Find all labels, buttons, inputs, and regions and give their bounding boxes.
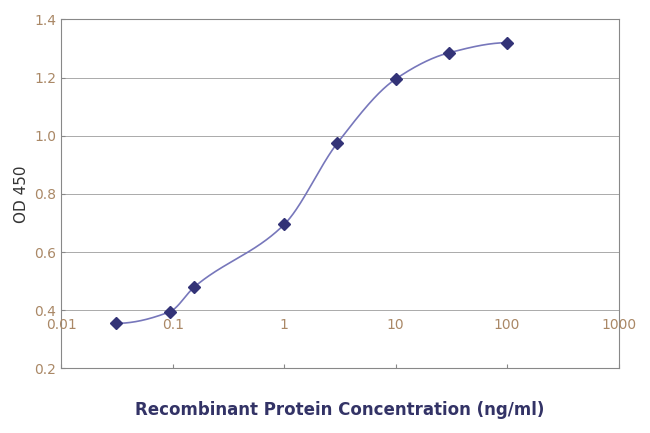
Y-axis label: OD 450: OD 450 (14, 165, 29, 223)
Text: 10: 10 (387, 318, 404, 332)
Text: 100: 100 (494, 318, 520, 332)
Text: 1000: 1000 (601, 318, 636, 332)
Text: 0.01: 0.01 (46, 318, 77, 332)
Text: 0.1: 0.1 (162, 318, 184, 332)
Text: 1: 1 (280, 318, 289, 332)
X-axis label: Recombinant Protein Concentration (ng/ml): Recombinant Protein Concentration (ng/ml… (135, 401, 545, 419)
